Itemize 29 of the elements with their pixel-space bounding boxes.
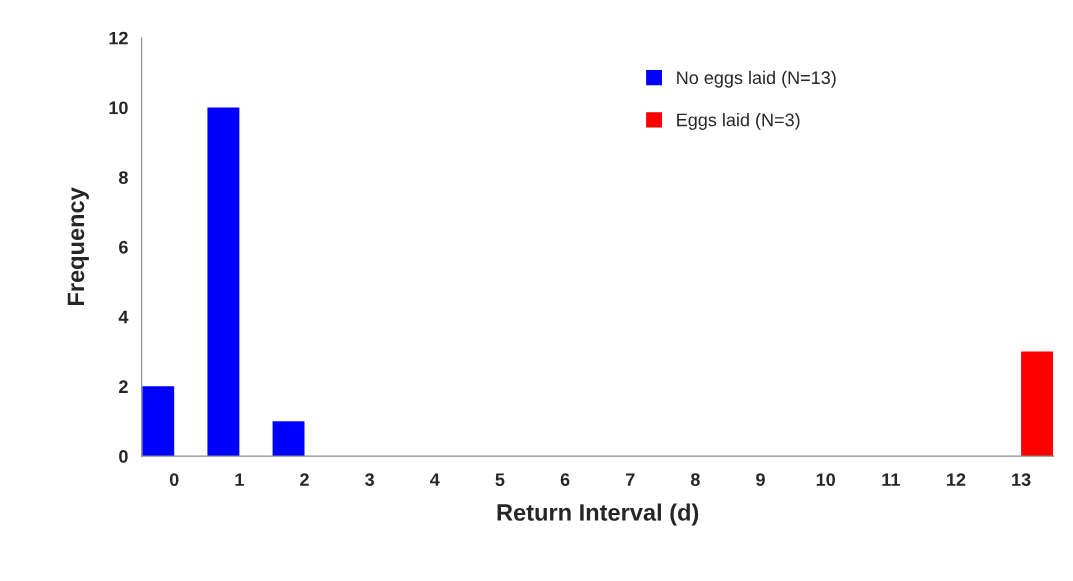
- x-tick-label: 5: [495, 473, 505, 487]
- x-tick-label: 4: [430, 473, 440, 486]
- x-tick-label: 10: [816, 473, 835, 487]
- bar: [142, 386, 175, 457]
- bar: [207, 107, 240, 457]
- x-tick-label: 6: [560, 473, 570, 487]
- x-tick-label: 11: [882, 473, 900, 486]
- x-tick-label: 3: [365, 473, 375, 487]
- x-tick-label: 8: [690, 473, 700, 487]
- y-tick-label: 12: [109, 31, 128, 45]
- x-tick-label: 9: [756, 473, 765, 487]
- y-axis-title: Frequency: [67, 187, 89, 306]
- y-tick-label: 2: [119, 380, 128, 393]
- y-tick-label: 6: [119, 240, 128, 254]
- y-tick-label: 0: [119, 450, 128, 463]
- bar: [1021, 351, 1054, 457]
- legend-label: Eggs laid (N=3): [677, 113, 800, 130]
- legend-label: No eggs laid (N=13): [677, 70, 836, 88]
- x-tick-label: 13: [1012, 473, 1031, 487]
- x-tick-label: 12: [947, 473, 966, 486]
- x-axis-title: Return Interval (d): [497, 503, 699, 526]
- x-tick-label: 0: [169, 473, 179, 487]
- x-tick-label: 2: [300, 473, 309, 486]
- bar: [272, 421, 305, 457]
- y-tick-label: 8: [118, 171, 128, 184]
- x-tick-label: 7: [625, 473, 635, 486]
- x-tick-label: 1: [235, 473, 244, 486]
- y-tick-label: 10: [109, 101, 128, 115]
- y-tick-label: 4: [118, 310, 129, 324]
